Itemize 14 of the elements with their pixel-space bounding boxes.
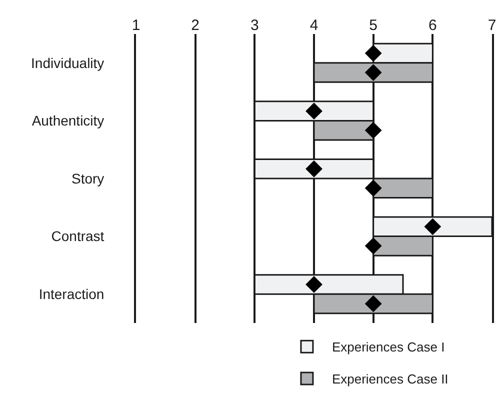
x-tick-label: 2 xyxy=(191,17,200,34)
y-tick-label: Interaction xyxy=(38,286,104,302)
y-tick-label: Story xyxy=(72,170,104,186)
y-tick-label: Authenticity xyxy=(32,112,104,129)
x-tick-label: 1 xyxy=(132,17,140,34)
x-tick-label: 3 xyxy=(250,17,259,34)
legend-label: Experiences Case II xyxy=(332,372,448,387)
legend-label: Experiences Case I xyxy=(332,340,445,355)
x-tick-label: 5 xyxy=(369,17,378,34)
y-tick-label: Individuality xyxy=(31,54,104,71)
y-tick-label: Contrast xyxy=(51,228,104,244)
x-tick-label: 7 xyxy=(488,17,496,34)
x-tick-label: 6 xyxy=(428,17,437,34)
x-tick-label: 4 xyxy=(310,17,318,34)
